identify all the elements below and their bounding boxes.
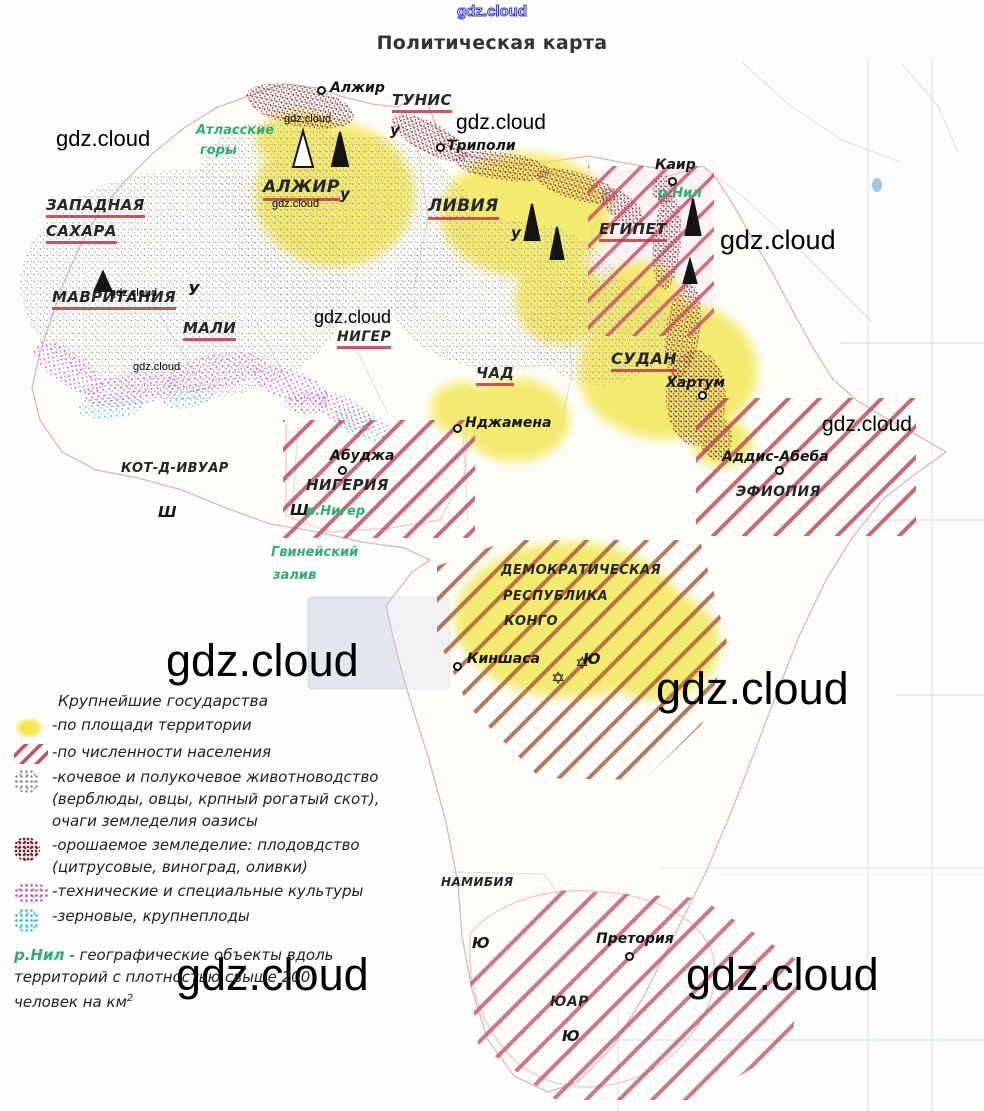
legend-title: Крупнейшие государства bbox=[58, 692, 269, 710]
legend-label: -зерновые, крупнеплоды bbox=[52, 907, 250, 925]
arabia-coastline bbox=[705, 61, 959, 323]
legend-note: р.Нил - географические объекты вдоль тер… bbox=[14, 946, 334, 1011]
population-hatch-egypt bbox=[588, 166, 714, 336]
mountain-icon bbox=[330, 131, 350, 167]
nigeria-border bbox=[285, 424, 467, 533]
legend-item-technical: -технические и специальные культуры bbox=[14, 880, 444, 903]
star-symbol-icon: ✡ bbox=[551, 669, 565, 689]
cereals-layer bbox=[78, 385, 391, 442]
legend-item-population: -по численности населения bbox=[14, 741, 444, 764]
population-hatch-ethiopia bbox=[696, 398, 916, 536]
mountain-icon bbox=[92, 269, 114, 292]
legend-note-superscript: 2 bbox=[126, 993, 134, 1004]
legend-item-irrigated: -орошаемое земледелие: плодовдство (цитр… bbox=[14, 834, 444, 878]
legend-label: -по площади территории bbox=[52, 716, 252, 734]
red-hatch-swatch-icon bbox=[14, 744, 48, 764]
cyan-stipple-swatch-icon bbox=[14, 908, 40, 932]
map-legend: Крупнейшие государства -по площади терри… bbox=[14, 690, 444, 1013]
mountain-icon bbox=[549, 226, 565, 260]
magenta-stipple-swatch-icon bbox=[14, 883, 48, 903]
legend-item-nomadic: -кочевое и полукочевое животноводство (в… bbox=[14, 766, 444, 832]
legend-label: -технические и специальные культуры bbox=[52, 882, 364, 900]
page-title: Политическая карта bbox=[376, 32, 608, 54]
legend-item-cereals: -зерновые, крупнеплоды bbox=[14, 905, 444, 932]
mountain-icon bbox=[682, 256, 698, 284]
legend-label: -орошаемое земледелие: плодовдство (цитр… bbox=[52, 836, 360, 876]
mountain-icon bbox=[523, 203, 541, 241]
mountain-icon bbox=[291, 127, 315, 168]
legend-note-river: р.Нил bbox=[14, 946, 65, 964]
yellow-area-swatch-icon bbox=[14, 717, 44, 739]
star-symbols-layer: ✡✡ bbox=[551, 654, 589, 689]
legend-label: -по численности населения bbox=[52, 743, 272, 761]
population-hatch-nigeria bbox=[283, 420, 475, 538]
star-symbol-icon: ✡ bbox=[575, 654, 589, 674]
gray-stipple-swatch-icon bbox=[14, 769, 40, 793]
mountain-icon bbox=[684, 198, 702, 236]
legend-label: -кочевое и полукочевое животноводство (в… bbox=[52, 768, 380, 830]
site-watermark-top: gdz.cloud bbox=[457, 3, 528, 21]
mountain-symbols-layer bbox=[92, 127, 702, 292]
legend-item-area: -по площади территории bbox=[14, 714, 444, 739]
darkred-stipple-swatch-icon bbox=[14, 837, 40, 861]
small-lake bbox=[872, 178, 882, 192]
